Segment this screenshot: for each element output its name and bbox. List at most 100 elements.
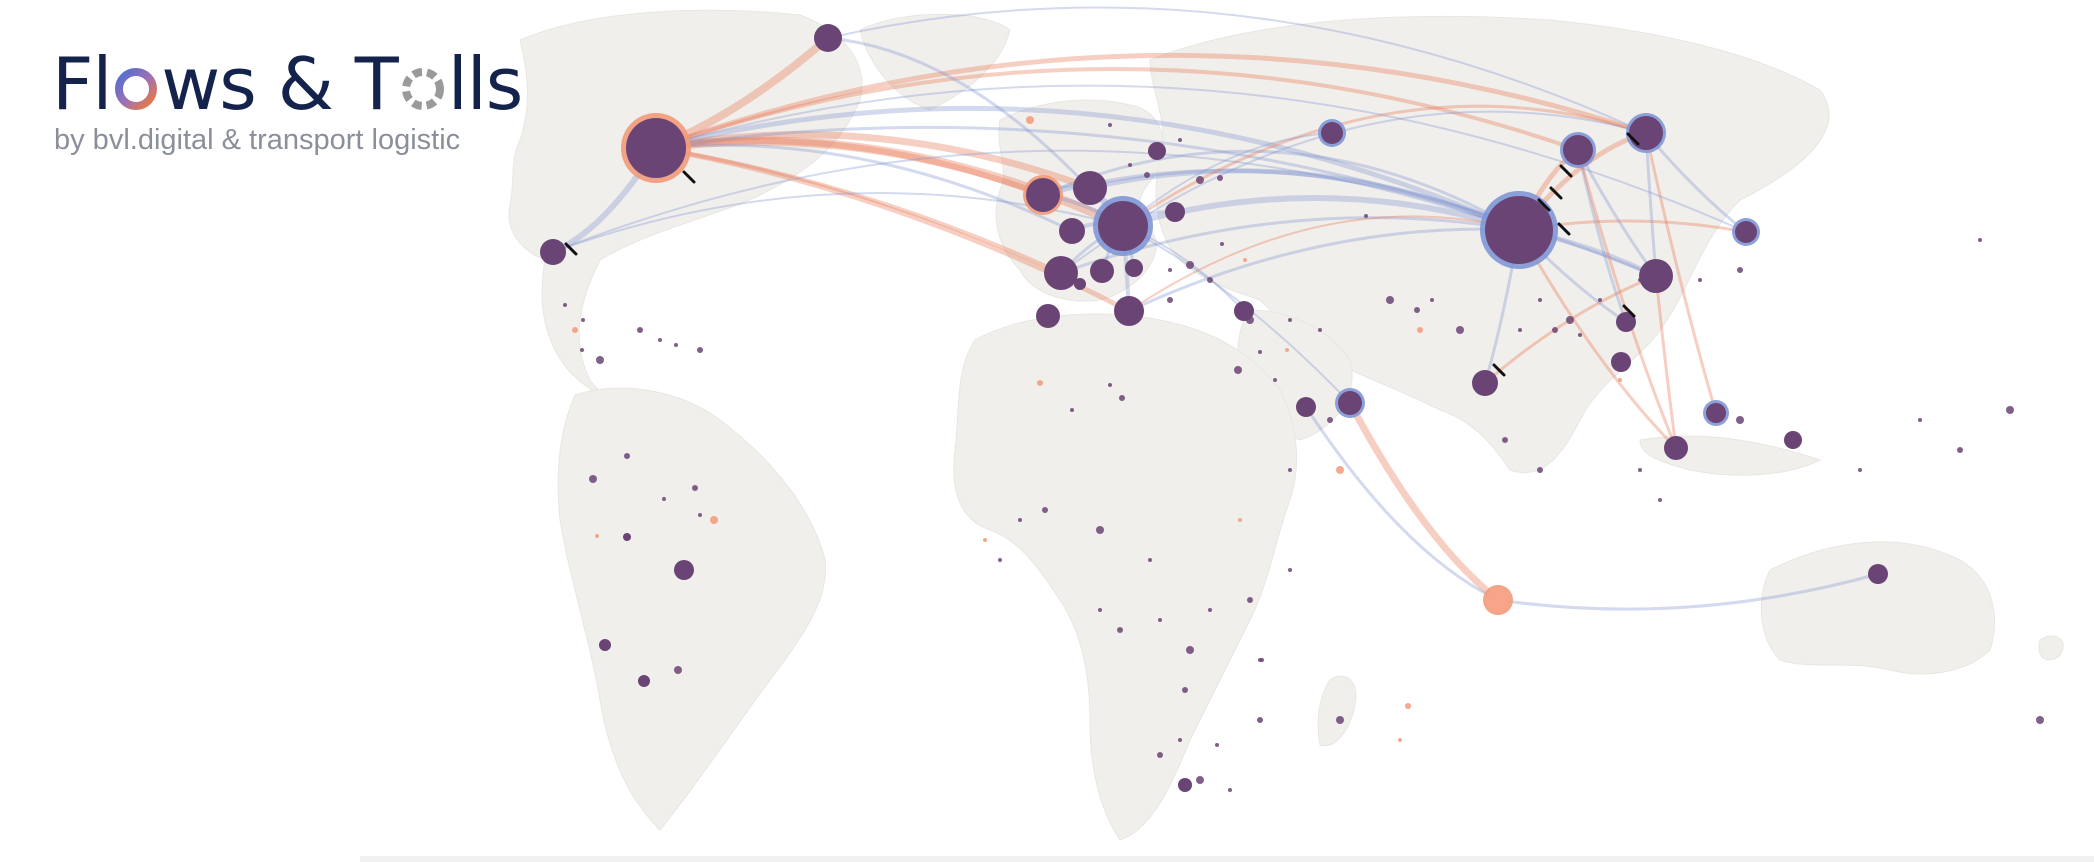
country-dot: [998, 558, 1002, 562]
country-dot: [580, 348, 584, 352]
node-nl: [1073, 171, 1107, 205]
flow-3: [653, 105, 1522, 233]
node-pt: [1036, 304, 1060, 328]
node-uae: [1338, 391, 1362, 415]
node-mexico: [540, 239, 566, 265]
dashed-ring-icon: [401, 68, 444, 110]
country-dot: [1196, 776, 1204, 784]
node-ru: [1321, 122, 1343, 144]
country-dot: [1364, 214, 1368, 218]
country-dot: [1698, 278, 1702, 282]
toll-tick: [1626, 132, 1640, 146]
flow-50: [1654, 274, 1678, 450]
country-dot: [674, 343, 678, 347]
flow-1: [652, 131, 1094, 192]
flow-9: [654, 146, 1063, 275]
country-dot: [637, 327, 643, 333]
country-dot: [1144, 172, 1150, 178]
country-dot: [1957, 447, 1963, 453]
continent-madagascar: [1317, 675, 1357, 747]
country-dot: [1566, 316, 1574, 324]
node-pl: [1165, 202, 1185, 222]
node-fr: [1059, 218, 1085, 244]
country-dot: [658, 338, 662, 342]
node-vietnam: [1616, 312, 1636, 332]
country-dot: [1208, 608, 1212, 612]
country-dot: [1117, 627, 1123, 633]
country-dot: [1238, 518, 1242, 522]
country-dot: [1336, 716, 1344, 724]
node-de: [1098, 201, 1148, 251]
country-dot: [1168, 268, 1172, 272]
country-dot: [1108, 123, 1112, 127]
country-dot: [1178, 138, 1182, 142]
country-dot: [624, 453, 630, 459]
flow-22: [1127, 227, 1521, 313]
country-dot: [1578, 333, 1582, 337]
country-dot: [1638, 468, 1642, 472]
country-dot: [1456, 326, 1464, 334]
country-dot: [1736, 416, 1744, 424]
country-dot: [1502, 437, 1508, 443]
node-ch: [1074, 278, 1086, 290]
node-saudi: [1296, 397, 1316, 417]
country-dot: [1108, 383, 1112, 387]
country-dot: [1978, 238, 1982, 242]
flow-28: [1576, 148, 1628, 324]
node-korea: [1563, 135, 1593, 165]
country-dot: [572, 327, 578, 333]
country-dot: [1288, 568, 1292, 572]
country-dot: [2036, 716, 2044, 724]
country-dot: [1128, 163, 1132, 167]
toll-tick: [682, 170, 696, 184]
country-dot: [563, 303, 567, 307]
toll-tick: [1622, 304, 1636, 318]
toll-tick: [1549, 186, 1563, 200]
node-uk: [1026, 178, 1060, 212]
country-dot: [1234, 366, 1242, 374]
country-dot: [1318, 328, 1322, 332]
country-dot: [1858, 468, 1862, 472]
flow-49: [552, 149, 1520, 253]
country-dot: [1228, 788, 1232, 792]
country-dot: [1186, 646, 1194, 654]
app-subtitle: by bvl.digital & transport logistic: [54, 124, 461, 156]
node-brazil: [674, 560, 694, 580]
node-thai: [1611, 352, 1631, 372]
flow-40: [1122, 225, 1351, 404]
country-dot: [1186, 261, 1194, 269]
country-dot: [1552, 327, 1558, 333]
node-china: [1485, 196, 1553, 264]
toll-tick: [1559, 164, 1573, 178]
node-at: [1125, 259, 1143, 277]
gradient-ring-icon: [115, 68, 158, 110]
country-dot: [1405, 703, 1411, 709]
continent-south-america: [557, 387, 827, 831]
continent-australia: [1760, 541, 1996, 675]
country-dot: [710, 516, 718, 524]
flow-24: [1121, 104, 1648, 228]
country-dot: [589, 475, 597, 483]
node-chile: [599, 639, 611, 651]
country-dot: [1658, 498, 1662, 502]
node-philippines: [1784, 431, 1802, 449]
flow-54: [1128, 215, 1520, 312]
node-turkey: [1234, 301, 1254, 321]
node-es: [1044, 256, 1078, 290]
bottom-edge: [360, 856, 2094, 862]
country-dot: [1037, 380, 1043, 386]
node-it: [1114, 296, 1144, 326]
node-alaska: [814, 24, 842, 52]
app-title: Fl ws & T lls: [52, 44, 523, 124]
country-dot: [1018, 518, 1022, 522]
country-dot: [1148, 558, 1152, 562]
node-malaysia: [1664, 436, 1688, 460]
node-hk: [1639, 259, 1673, 293]
country-dot: [1327, 417, 1333, 423]
country-dot: [1257, 717, 1263, 723]
flow-2: [653, 138, 1046, 198]
flow-51: [1644, 131, 1718, 415]
country-dot: [662, 497, 666, 501]
country-dot: [1417, 327, 1423, 333]
